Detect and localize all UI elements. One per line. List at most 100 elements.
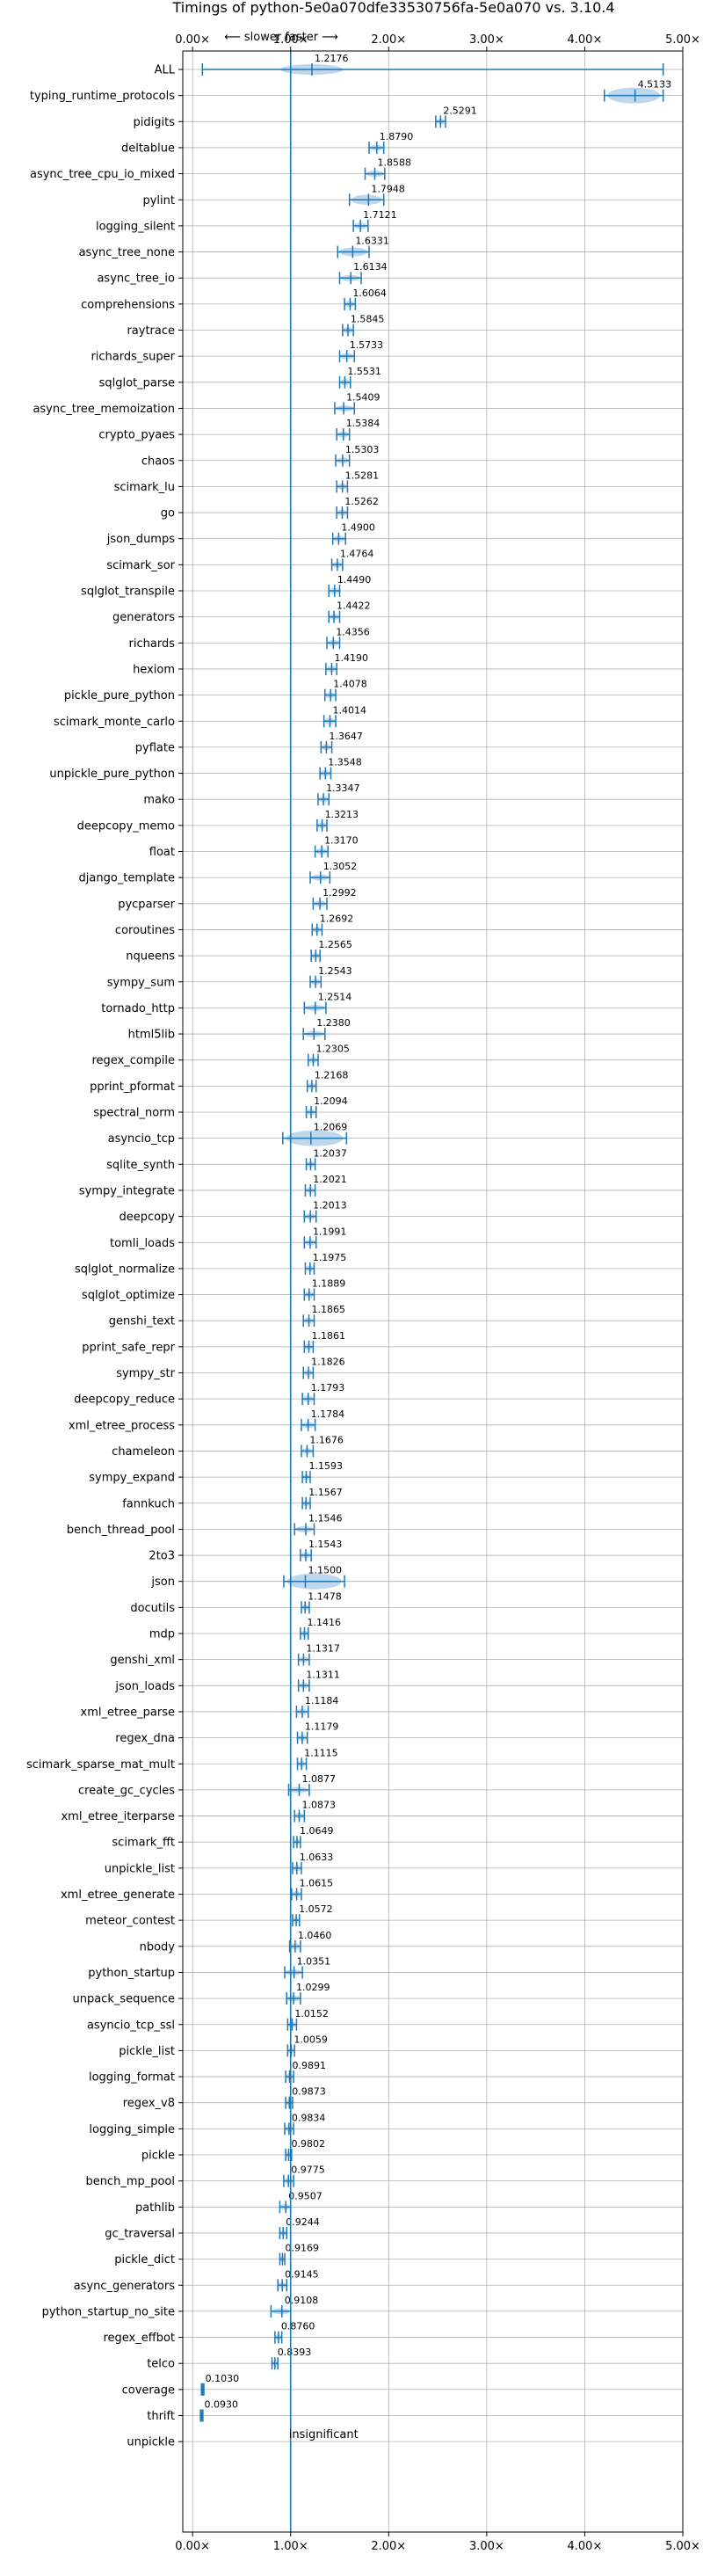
value-label: 1.3213 (325, 809, 359, 820)
benchmark-name: mako (143, 794, 175, 807)
benchmark-name: richards_super (91, 351, 175, 364)
value-label: 0.0930 (205, 2399, 239, 2411)
value-label: 1.4422 (337, 600, 371, 612)
benchmark-name: deepcopy (119, 1211, 175, 1224)
benchmark-name: scimark_fft (112, 1837, 175, 1850)
bottom-axis: 0.00× 1.00× 2.00× 3.00× 4.00× 5.00× (175, 2532, 700, 2553)
benchmark-name: hexiom (133, 663, 175, 676)
benchmark-name: docutils (130, 1602, 175, 1615)
benchmark-name: regex_effbot (103, 2332, 175, 2345)
benchmark-name: regex_dna (115, 1732, 175, 1745)
value-label: 1.2565 (318, 939, 352, 950)
benchmark-name: sqlglot_parse (99, 376, 175, 389)
value-label: 1.0873 (301, 1800, 336, 1811)
benchmark-name: tornado_http (101, 1002, 175, 1015)
value-label: 1.1593 (308, 1460, 343, 1472)
benchmark-name: scimark_lu (114, 481, 175, 494)
benchmark-name: sympy_str (116, 1367, 175, 1380)
value-label: 0.9244 (286, 2216, 320, 2228)
benchmark-name: pickle_pure_python (64, 689, 175, 702)
benchmark-name: regex_compile (91, 1054, 175, 1067)
benchmark-name: xml_etree_iterparse (61, 1810, 175, 1823)
value-label: 2.5291 (443, 105, 477, 116)
benchmark-name: ALL (155, 64, 176, 77)
value-label: 0.1030 (206, 2373, 240, 2384)
value-label: 1.5384 (346, 418, 380, 429)
benchmark-name: async_tree_cpu_io_mixed (30, 168, 175, 181)
benchmark-name: go (161, 507, 175, 520)
benchmark-name: generators (112, 611, 175, 624)
value-label: 0.8393 (278, 2347, 312, 2358)
value-label: 1.2543 (318, 965, 352, 977)
benchmark-name: raytrace (127, 324, 175, 338)
benchmark-name: fannkuch (122, 1497, 175, 1510)
benchmark-name: tomli_loads (110, 1237, 175, 1250)
value-label: 1.4014 (333, 704, 367, 716)
benchmark-name: async_tree_io (97, 273, 175, 286)
benchmark-name: pylint (142, 194, 175, 207)
top-x-tick-label: 2.00× (371, 33, 406, 47)
value-label: 1.1416 (308, 1617, 342, 1628)
benchmark-name: logging_format (89, 2071, 175, 2085)
value-label: 1.1889 (312, 1278, 346, 1290)
value-label: 1.1567 (308, 1487, 343, 1498)
benchmark-name: deepcopy_memo (77, 819, 175, 833)
value-label: 1.0877 (302, 1773, 337, 1785)
value-label: 1.0351 (297, 1955, 331, 1967)
benchmark-name: pickle_list (119, 2045, 175, 2058)
value-label: 1.4190 (334, 652, 368, 664)
benchmark-name: logging_silent (96, 220, 175, 233)
insignificant-label: insignificant (289, 2428, 359, 2441)
benchmark-name: django_template (79, 872, 175, 885)
direction-label: ⟵ slower faster ⟶ (224, 31, 338, 44)
value-label: 1.3170 (324, 835, 359, 847)
benchmark-name: meteor_contest (85, 1915, 175, 1928)
benchmark-name: mdp (149, 1628, 175, 1641)
benchmark-name: pickle (141, 2150, 175, 2163)
benchmark-name: pprint_pformat (90, 1081, 175, 1094)
plot-area: 1.2176 4.5133 2.5291 1.8790 1.8588 1.7948 1.71… (199, 51, 671, 2532)
value-label: 1.5262 (344, 496, 379, 507)
benchmark-name: asyncio_tcp_ssl (87, 2019, 175, 2032)
value-label: 0.9802 (292, 2138, 326, 2150)
value-label: 1.2992 (323, 887, 357, 899)
benchmark-name: typing_runtime_protocols (30, 90, 175, 103)
benchmark-name: create_gc_cycles (78, 1784, 175, 1797)
value-label: 1.3347 (326, 782, 360, 794)
value-label: 1.1793 (311, 1382, 345, 1394)
value-label: 1.7121 (363, 209, 397, 221)
value-label: 1.3647 (329, 731, 363, 742)
benchmark-name: bench_thread_pool (67, 1524, 175, 1537)
bottom-x-tick-label: 1.00× (273, 2540, 308, 2553)
value-label: 1.4490 (337, 574, 372, 586)
benchmark-name: 2to3 (149, 1550, 175, 1563)
top-x-tick-label: 1.00× (273, 33, 308, 47)
value-label: 1.1991 (313, 1226, 347, 1237)
bottom-x-tick-label: 2.00× (371, 2540, 406, 2553)
value-label: 1.3548 (328, 757, 362, 768)
value-label: 1.5303 (345, 444, 380, 455)
top-x-tick-label: 5.00× (665, 33, 700, 47)
top-x-tick-label: 3.00× (469, 33, 504, 47)
benchmark-name: regex_v8 (123, 2097, 175, 2110)
benchmark-name: scimark_sor (106, 559, 175, 572)
top-x-tick-label: 4.00× (568, 33, 603, 47)
value-label: 1.1546 (308, 1512, 343, 1524)
benchmark-name: pidigits (134, 116, 176, 129)
value-label: 1.0059 (294, 2034, 328, 2045)
value-label: 0.9873 (292, 2086, 326, 2098)
value-label: 1.0152 (294, 2008, 329, 2019)
value-label: 1.1184 (305, 1695, 339, 1706)
benchmark-name: json_loads (114, 1680, 175, 1693)
value-label: 1.1115 (304, 1747, 338, 1758)
value-label: 4.5133 (638, 79, 672, 91)
value-label: 0.9145 (285, 2268, 319, 2280)
value-label: 1.2176 (315, 53, 349, 64)
value-label: 1.1478 (308, 1590, 342, 1602)
value-label: 1.0460 (298, 1930, 332, 1941)
benchmark-name: unpickle (127, 2436, 175, 2449)
value-label: 1.1500 (308, 1565, 342, 1576)
value-label: 1.1311 (306, 1669, 340, 1680)
value-label: 1.2692 (320, 913, 354, 924)
benchmark-name: unpack_sequence (72, 1993, 175, 2006)
